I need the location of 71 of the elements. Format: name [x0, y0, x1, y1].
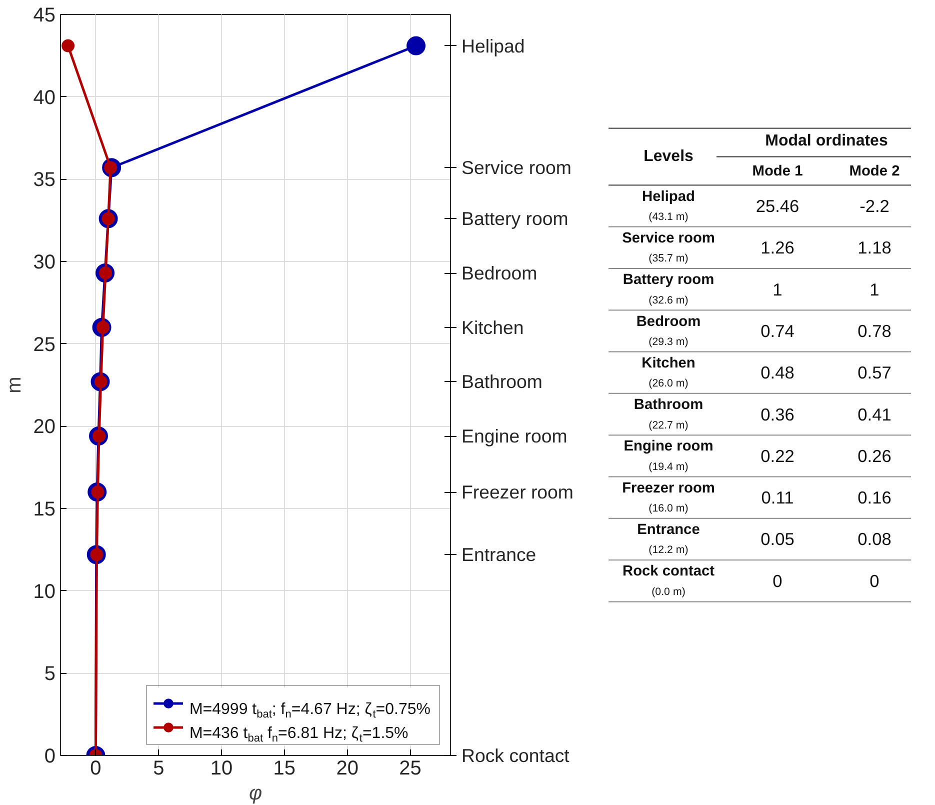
- text: 0: [772, 570, 782, 591]
- text: Mode 1: [752, 163, 803, 180]
- y-tick-label: 30: [33, 252, 56, 274]
- x-tick-label: 25: [399, 758, 422, 780]
- text: 0.22: [760, 446, 794, 466]
- text: Kitchen: [642, 355, 696, 372]
- text: (12.2 m): [648, 544, 688, 556]
- text: (26.0 m): [648, 378, 688, 390]
- text: 0.26: [858, 446, 892, 466]
- text: 1: [870, 279, 880, 300]
- text: Bathroom: [462, 371, 542, 392]
- text: 25.46: [756, 196, 800, 216]
- text: Bedroom: [636, 314, 701, 330]
- text: Entrance: [637, 522, 700, 538]
- text: (0.0 m): [652, 586, 686, 598]
- text: 1.26: [760, 238, 794, 258]
- text: (22.7 m): [648, 419, 688, 432]
- text: 0.08: [858, 529, 892, 550]
- text: Rock contact: [462, 745, 570, 766]
- text: 0.48: [760, 362, 794, 383]
- x-axis-title: φ: [248, 782, 262, 804]
- text: (19.4 m): [648, 460, 688, 473]
- text: Helipad: [462, 35, 525, 56]
- text: (32.6 m): [648, 294, 688, 306]
- text: Freezer room: [462, 482, 574, 503]
- text: Service room: [462, 157, 572, 178]
- text: Rock contact: [622, 564, 715, 580]
- text: 0.16: [858, 488, 892, 508]
- text: 0.11: [761, 488, 794, 508]
- text: Levels: [644, 148, 694, 166]
- text: 1.18: [858, 238, 892, 258]
- text: Battery room: [462, 208, 568, 230]
- text: Modal ordinates: [765, 132, 888, 150]
- text: 0.78: [858, 320, 892, 341]
- y-tick-label: 40: [33, 86, 56, 109]
- text: 0.05: [760, 529, 794, 550]
- x-tick-label: 15: [273, 758, 296, 780]
- x-tick-label: 20: [336, 758, 358, 780]
- text: Battery room: [622, 272, 714, 288]
- text: Bathroom: [634, 397, 704, 414]
- y-tick-label: 20: [33, 416, 56, 438]
- text: (35.7 m): [648, 252, 688, 265]
- text: Helipad: [642, 188, 695, 205]
- text: Freezer room: [622, 480, 715, 496]
- text: (43.1 m): [648, 210, 688, 223]
- text: Engine room: [624, 438, 714, 455]
- text: 0.57: [858, 362, 892, 383]
- text: 0.74: [760, 320, 795, 341]
- y-tick-label: 25: [33, 334, 56, 356]
- y-tick-label: 45: [33, 4, 56, 26]
- text: 0.41: [858, 404, 892, 424]
- y-tick-label: 15: [33, 498, 56, 520]
- text: Entrance: [462, 544, 536, 566]
- text: (29.3 m): [648, 336, 688, 348]
- text: Kitchen: [462, 316, 524, 338]
- text: -2.2: [860, 196, 890, 216]
- x-tick-label: 5: [153, 758, 164, 780]
- y-axis-title: m: [3, 376, 26, 394]
- text: Bedroom: [462, 262, 538, 284]
- y-tick-label: 10: [33, 580, 56, 603]
- text: 0: [870, 570, 880, 591]
- text: Engine room: [462, 426, 568, 447]
- x-tick-label: 10: [210, 758, 233, 780]
- text: 0.36: [760, 404, 794, 424]
- text: Service room: [622, 230, 715, 246]
- y-tick-label: 5: [44, 663, 56, 686]
- text: (16.0 m): [648, 502, 688, 515]
- text: Mode 2: [849, 163, 900, 180]
- y-tick-label: 35: [33, 169, 56, 192]
- text: 1: [772, 279, 782, 300]
- x-tick-label: 0: [90, 758, 102, 780]
